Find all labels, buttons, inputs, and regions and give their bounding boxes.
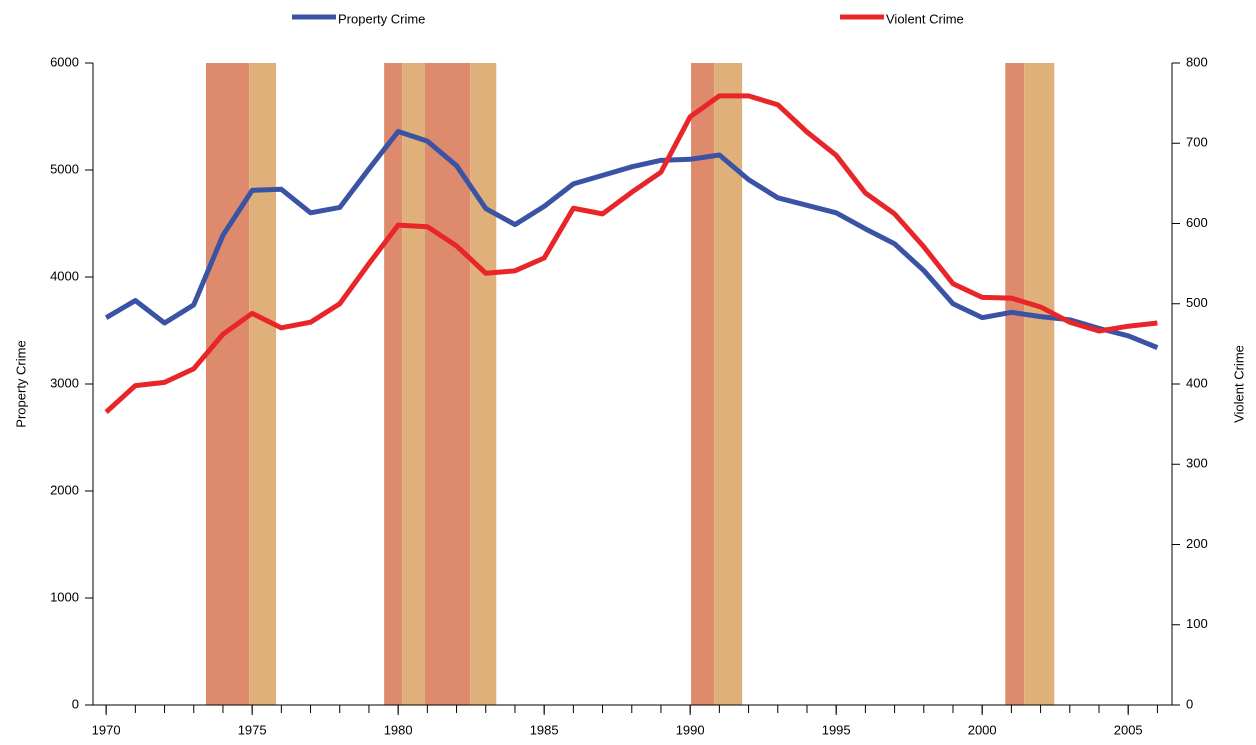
x-tick-label: 2005	[1114, 722, 1143, 737]
y-tick-label: 0	[72, 696, 79, 711]
y-tick-label: 2000	[50, 482, 79, 497]
x-tick-label: 1980	[384, 722, 413, 737]
x-tick-label: 1985	[530, 722, 559, 737]
shaded-region	[691, 63, 715, 705]
y-tick-label: 4000	[50, 268, 79, 283]
x-tick-label: 1970	[92, 722, 121, 737]
legend-label: Violent Crime	[886, 11, 964, 26]
shaded-region	[1024, 63, 1055, 705]
shaded-region	[402, 63, 426, 705]
shaded-region	[1005, 63, 1025, 705]
legend-label: Property Crime	[338, 11, 425, 26]
y2-axis-title: Violent Crime	[1231, 345, 1246, 423]
shaded-region	[384, 63, 403, 705]
y2-tick-label: 700	[1186, 135, 1208, 150]
shaded-region	[425, 63, 471, 705]
data-line	[104, 128, 1159, 350]
y-tick-label: 3000	[50, 375, 79, 390]
y2-tick-label: 100	[1186, 616, 1208, 631]
y-axis-title: Property Crime	[13, 340, 28, 427]
x-tick-label: 2000	[968, 722, 997, 737]
y2-tick-label: 600	[1186, 215, 1208, 230]
x-tick-label: 1990	[676, 722, 705, 737]
y2-tick-label: 500	[1186, 295, 1208, 310]
data-line	[104, 93, 1158, 414]
y-tick-label: 5000	[50, 161, 79, 176]
y2-tick-label: 200	[1186, 536, 1208, 551]
y2-tick-label: 0	[1186, 696, 1193, 711]
y-tick-label: 1000	[50, 589, 79, 604]
shaded-region	[206, 63, 250, 705]
y-tick-label: 6000	[50, 54, 79, 69]
y2-tick-label: 400	[1186, 375, 1208, 390]
shaded-region	[470, 63, 497, 705]
y2-tick-label: 300	[1186, 456, 1208, 471]
shaded-region	[249, 63, 277, 705]
x-tick-label: 1995	[822, 722, 851, 737]
x-tick-label: 1975	[238, 722, 267, 737]
y2-tick-label: 800	[1186, 54, 1208, 69]
